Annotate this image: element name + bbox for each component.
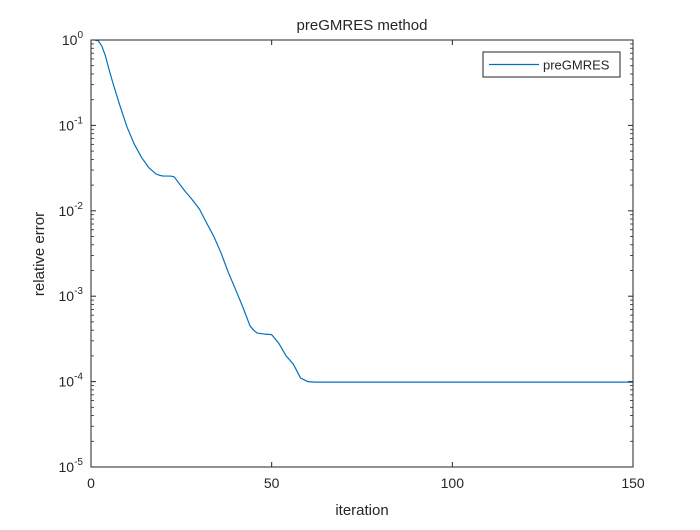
y-tick-label: 10-5 <box>59 457 84 475</box>
y-tick-label: 10-2 <box>59 201 84 219</box>
y-tick-label: 10-3 <box>59 286 84 304</box>
y-axis-label: relative error <box>31 212 48 296</box>
chart-title: preGMRES method <box>297 17 428 34</box>
legend-label: preGMRES <box>543 58 610 73</box>
y-tick-label: 10-4 <box>59 372 84 390</box>
legend: preGMRES <box>482 51 621 78</box>
axes: 0 50 100 150 100 10-1 10-2 10-3 10-4 10-5 <box>59 30 645 491</box>
plot-area <box>91 39 633 467</box>
x-tick-label: 0 <box>87 475 95 491</box>
x-tick-label: 50 <box>264 475 280 491</box>
series-line-preGMRES <box>94 39 633 383</box>
x-tick-label: 150 <box>621 475 645 491</box>
y-tick-label: 10-1 <box>59 115 84 133</box>
axes-box <box>90 39 634 468</box>
plot-background <box>91 40 633 467</box>
x-axis-label: iteration <box>335 502 388 519</box>
y-tick-label: 100 <box>62 30 84 48</box>
x-tick-label: 100 <box>441 475 465 491</box>
